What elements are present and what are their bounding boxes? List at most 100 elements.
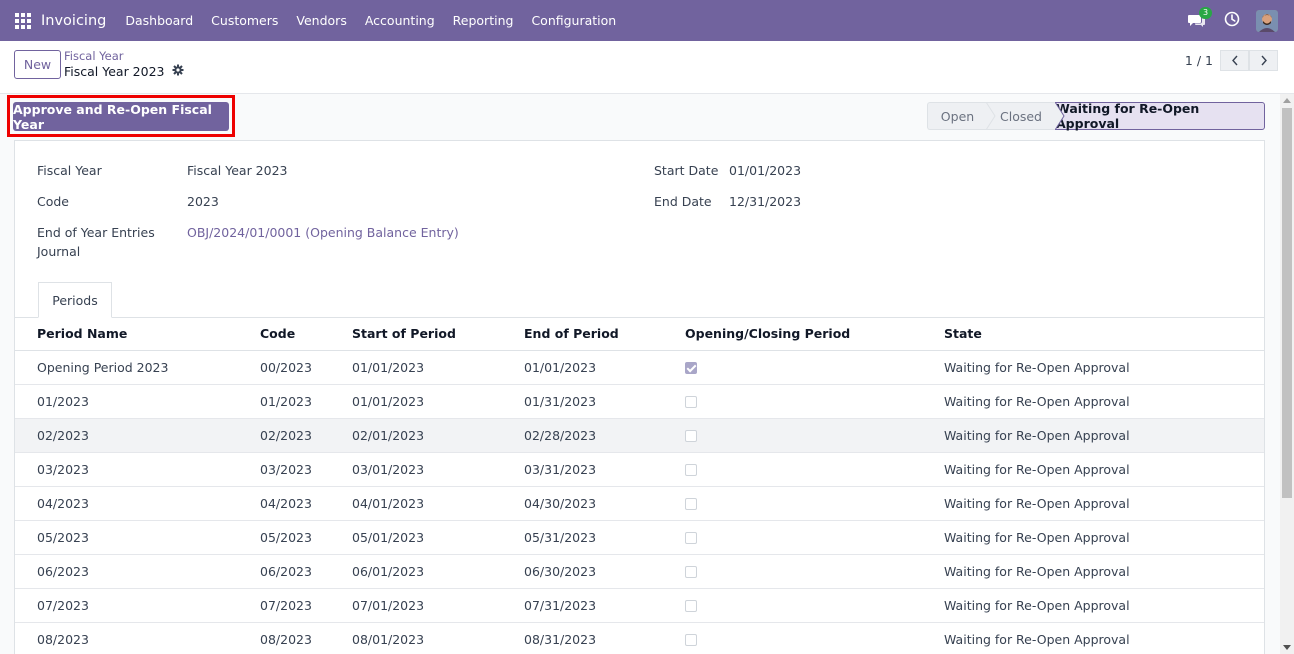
page-scrollbar[interactable] bbox=[1280, 94, 1294, 654]
start-of-period-cell[interactable]: 01/01/2023 bbox=[352, 350, 524, 385]
table-row[interactable]: 01/2023 01/2023 01/01/2023 01/31/2023 Waitin… bbox=[15, 384, 1264, 419]
status-step-waiting[interactable]: Waiting for Re-Open Approval bbox=[1055, 101, 1265, 131]
column-period-name[interactable]: Period Name bbox=[15, 317, 260, 351]
opening-closing-cell[interactable] bbox=[685, 588, 944, 623]
user-avatar[interactable] bbox=[1256, 9, 1278, 32]
end-of-period-cell[interactable]: 04/30/2023 bbox=[524, 486, 685, 521]
table-row[interactable]: 07/2023 07/2023 07/01/2023 07/31/2023 Waitin… bbox=[15, 588, 1264, 623]
end-of-period-cell[interactable]: 01/31/2023 bbox=[524, 384, 685, 419]
column-end-of-period[interactable]: End of Period bbox=[524, 317, 685, 351]
state-cell[interactable]: Waiting for Re-Open Approval bbox=[944, 486, 1264, 521]
opening-closing-cell[interactable] bbox=[685, 418, 944, 453]
opening-closing-checkbox[interactable] bbox=[685, 532, 697, 544]
fiscal-year-field[interactable]: Fiscal Year 2023 bbox=[187, 163, 288, 178]
status-step-closed[interactable]: Closed bbox=[986, 102, 1055, 130]
opening-closing-checkbox[interactable] bbox=[685, 396, 697, 408]
start-of-period-cell[interactable]: 03/01/2023 bbox=[352, 452, 524, 487]
menu-reporting[interactable]: Reporting bbox=[452, 13, 514, 28]
period-name-cell[interactable]: 01/2023 bbox=[15, 384, 260, 419]
opening-closing-checkbox[interactable] bbox=[685, 600, 697, 612]
column-code[interactable]: Code bbox=[260, 317, 352, 351]
period-name-cell[interactable]: 07/2023 bbox=[15, 588, 260, 623]
breadcrumb-parent[interactable]: Fiscal Year bbox=[64, 49, 124, 63]
code-cell[interactable]: 02/2023 bbox=[260, 418, 352, 453]
scroll-thumb[interactable] bbox=[1282, 108, 1292, 498]
opening-closing-checkbox[interactable] bbox=[685, 362, 697, 374]
column-state[interactable]: State bbox=[944, 317, 1264, 351]
table-row[interactable]: 05/2023 05/2023 05/01/2023 05/31/2023 Waitin… bbox=[15, 520, 1264, 555]
code-cell[interactable]: 01/2023 bbox=[260, 384, 352, 419]
end-of-period-cell[interactable]: 07/31/2023 bbox=[524, 588, 685, 623]
code-cell[interactable]: 06/2023 bbox=[260, 554, 352, 589]
code-cell[interactable]: 04/2023 bbox=[260, 486, 352, 521]
tab-periods[interactable]: Periods bbox=[38, 282, 112, 318]
state-cell[interactable]: Waiting for Re-Open Approval bbox=[944, 418, 1264, 453]
start-of-period-cell[interactable]: 05/01/2023 bbox=[352, 520, 524, 555]
approve-reopen-button[interactable]: Approve and Re-Open Fiscal Year bbox=[13, 102, 229, 132]
table-row[interactable]: 08/2023 08/2023 08/01/2023 08/31/2023 Waitin… bbox=[15, 622, 1264, 654]
table-row[interactable]: 04/2023 04/2023 04/01/2023 04/30/2023 Waitin… bbox=[15, 486, 1264, 521]
state-cell[interactable]: Waiting for Re-Open Approval bbox=[944, 520, 1264, 555]
end-of-period-cell[interactable]: 03/31/2023 bbox=[524, 452, 685, 487]
clock-icon[interactable] bbox=[1224, 11, 1240, 31]
menu-accounting[interactable]: Accounting bbox=[364, 13, 435, 28]
new-button[interactable]: New bbox=[14, 50, 61, 79]
column-opening-closing-period[interactable]: Opening/Closing Period bbox=[685, 317, 944, 351]
period-name-cell[interactable]: 08/2023 bbox=[15, 622, 260, 654]
period-name-cell[interactable]: 05/2023 bbox=[15, 520, 260, 555]
start-of-period-cell[interactable]: 07/01/2023 bbox=[352, 588, 524, 623]
end-of-period-cell[interactable]: 06/30/2023 bbox=[524, 554, 685, 589]
code-cell[interactable]: 07/2023 bbox=[260, 588, 352, 623]
scroll-down-icon[interactable] bbox=[1283, 645, 1291, 650]
journal-link[interactable]: OBJ/2024/01/0001 (Opening Balance Entry) bbox=[187, 225, 459, 240]
opening-closing-cell[interactable] bbox=[685, 384, 944, 419]
table-row[interactable]: 02/2023 02/2023 02/01/2023 02/28/2023 Waitin… bbox=[15, 418, 1264, 453]
code-field[interactable]: 2023 bbox=[187, 194, 219, 209]
state-cell[interactable]: Waiting for Re-Open Approval bbox=[944, 554, 1264, 589]
code-cell[interactable]: 00/2023 bbox=[260, 350, 352, 385]
state-cell[interactable]: Waiting for Re-Open Approval bbox=[944, 452, 1264, 487]
start-of-period-cell[interactable]: 02/01/2023 bbox=[352, 418, 524, 453]
column-start-of-period[interactable]: Start of Period bbox=[352, 317, 524, 351]
pager-value[interactable]: 1 / 1 bbox=[1184, 53, 1213, 68]
menu-dashboard[interactable]: Dashboard bbox=[125, 13, 194, 28]
menu-vendors[interactable]: Vendors bbox=[296, 13, 347, 28]
code-cell[interactable]: 05/2023 bbox=[260, 520, 352, 555]
opening-closing-checkbox[interactable] bbox=[685, 430, 697, 442]
opening-closing-checkbox[interactable] bbox=[685, 498, 697, 510]
table-row[interactable]: 06/2023 06/2023 06/01/2023 06/30/2023 Waitin… bbox=[15, 554, 1264, 589]
table-row[interactable]: 03/2023 03/2023 03/01/2023 03/31/2023 Waitin… bbox=[15, 452, 1264, 487]
end-of-period-cell[interactable]: 08/31/2023 bbox=[524, 622, 685, 654]
start-of-period-cell[interactable]: 01/01/2023 bbox=[352, 384, 524, 419]
opening-closing-checkbox[interactable] bbox=[685, 566, 697, 578]
code-cell[interactable]: 08/2023 bbox=[260, 622, 352, 654]
opening-closing-cell[interactable] bbox=[685, 486, 944, 521]
opening-closing-cell[interactable] bbox=[685, 452, 944, 487]
period-name-cell[interactable]: 04/2023 bbox=[15, 486, 260, 521]
state-cell[interactable]: Waiting for Re-Open Approval bbox=[944, 350, 1264, 385]
start-of-period-cell[interactable]: 08/01/2023 bbox=[352, 622, 524, 654]
menu-customers[interactable]: Customers bbox=[211, 13, 279, 28]
table-row[interactable]: Opening Period 2023 00/2023 01/01/2023 01/0… bbox=[15, 350, 1264, 385]
end-of-period-cell[interactable]: 05/31/2023 bbox=[524, 520, 685, 555]
start-of-period-cell[interactable]: 04/01/2023 bbox=[352, 486, 524, 521]
end-of-period-cell[interactable]: 02/28/2023 bbox=[524, 418, 685, 453]
opening-closing-checkbox[interactable] bbox=[685, 634, 697, 646]
period-name-cell[interactable]: Opening Period 2023 bbox=[15, 350, 260, 385]
state-cell[interactable]: Waiting for Re-Open Approval bbox=[944, 622, 1264, 654]
scroll-up-icon[interactable] bbox=[1283, 98, 1291, 103]
opening-closing-cell[interactable] bbox=[685, 554, 944, 589]
state-cell[interactable]: Waiting for Re-Open Approval bbox=[944, 384, 1264, 419]
opening-closing-checkbox[interactable] bbox=[685, 464, 697, 476]
start-date-field[interactable]: 01/01/2023 bbox=[729, 163, 802, 178]
app-name[interactable]: Invoicing bbox=[41, 12, 107, 29]
opening-closing-cell[interactable] bbox=[685, 622, 944, 654]
pager-prev-button[interactable] bbox=[1220, 50, 1249, 71]
chat-icon[interactable]: 3 bbox=[1188, 6, 1213, 29]
period-name-cell[interactable]: 02/2023 bbox=[15, 418, 260, 453]
period-name-cell[interactable]: 06/2023 bbox=[15, 554, 260, 589]
apps-grid-icon[interactable] bbox=[15, 12, 31, 29]
end-date-field[interactable]: 12/31/2023 bbox=[729, 194, 802, 209]
opening-closing-cell[interactable] bbox=[685, 350, 944, 385]
menu-configuration[interactable]: Configuration bbox=[531, 13, 617, 28]
